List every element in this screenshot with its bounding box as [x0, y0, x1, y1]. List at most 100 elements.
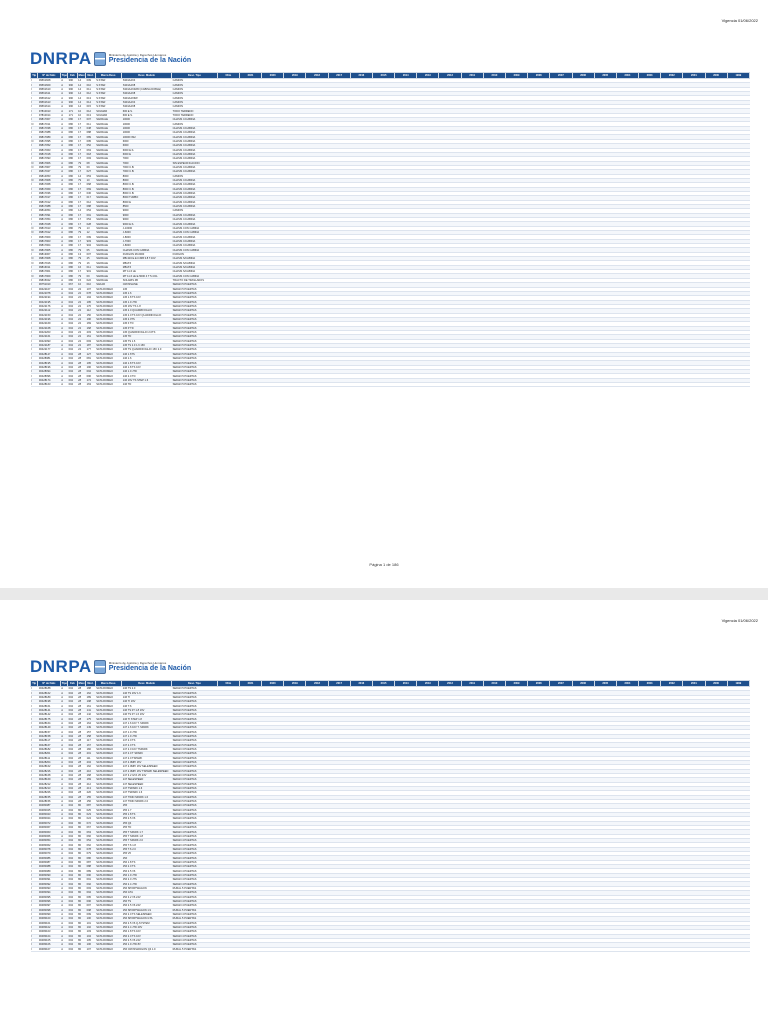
table-cell: SEDAN 5 PUERTAS	[171, 300, 218, 305]
table-cell: 155 TD	[121, 825, 172, 831]
table-cell: 28	[77, 742, 86, 748]
table-cell	[394, 695, 417, 701]
table-cell	[461, 873, 484, 879]
table-cell	[416, 782, 439, 787]
table-cell	[239, 343, 262, 349]
table-cell	[638, 895, 661, 900]
table-cell: 127	[85, 352, 96, 358]
table-cell: I	[30, 929, 38, 935]
table-cell	[239, 161, 262, 166]
table-cell	[483, 742, 506, 748]
table-cell	[594, 343, 617, 349]
table-cell: SEDAN 3 PUERTAS	[171, 747, 218, 753]
table-cell	[261, 182, 284, 188]
table-cell: 904	[85, 243, 96, 249]
table-cell: 80	[77, 881, 86, 887]
table-cell	[438, 78, 462, 84]
table-cell	[416, 934, 439, 939]
table-cell	[416, 234, 439, 240]
table-cell	[682, 838, 706, 844]
table-cell: A	[60, 365, 68, 371]
table-cell	[438, 239, 462, 245]
table-cell	[416, 82, 439, 88]
table-cell	[239, 716, 262, 722]
table-cell: SATA ROMEO	[95, 764, 122, 770]
table-cell	[239, 143, 262, 149]
table-cell	[350, 855, 373, 861]
table-cell: 28	[77, 786, 86, 792]
table-cell	[660, 130, 683, 136]
table-cell	[305, 938, 329, 944]
table-cell	[350, 78, 373, 84]
table-cell	[727, 838, 750, 844]
table-cell: 80	[77, 825, 86, 831]
table-row: I 07810014 A 171 10 013 SOLMAR 600 E.S. TODO TER…	[30, 113, 750, 119]
table-cell: I	[30, 712, 38, 718]
table-cell	[616, 873, 639, 879]
table-cell	[372, 721, 395, 727]
table-cell	[572, 347, 595, 353]
table-cell	[505, 187, 528, 192]
table-cell: 28	[77, 721, 86, 727]
table-cell	[572, 816, 595, 822]
table-cell	[461, 113, 484, 119]
table-cell: SATA ROMEO	[95, 790, 122, 796]
table-cell	[394, 886, 417, 892]
table-cell	[350, 200, 373, 206]
table-cell	[372, 230, 395, 236]
table-cell	[705, 317, 728, 323]
table-cell	[239, 360, 262, 366]
table-cell	[416, 256, 439, 262]
table-cell: I	[30, 78, 38, 84]
table-cell	[638, 91, 661, 97]
table-cell	[505, 708, 528, 714]
table-cell	[217, 208, 240, 214]
table-cell	[239, 148, 262, 153]
table-cell	[549, 829, 572, 835]
table-cell	[572, 221, 595, 227]
table-cell	[616, 795, 639, 800]
table-cell	[682, 95, 706, 101]
table-cell	[372, 925, 395, 931]
table-cell	[416, 291, 439, 297]
table-cell	[572, 95, 595, 101]
table-cell	[305, 100, 329, 106]
table-cell	[305, 260, 329, 266]
table-cell	[461, 721, 484, 727]
table-cell: SAFRALE	[95, 139, 122, 145]
table-cell	[616, 113, 639, 119]
table-cell: SATA ROMEO	[95, 795, 122, 800]
table-cell	[394, 221, 417, 227]
table-cell	[616, 916, 639, 922]
table-cell: 13	[85, 226, 96, 232]
table-row: I 09817069 A 080 17 069 SAFRALE 8000 C.B. CHASIS…	[30, 187, 750, 192]
table-cell	[660, 269, 683, 275]
table-cell	[328, 339, 351, 345]
table-cell: SEDAN 5 PUERTAS	[171, 782, 218, 787]
table-cell	[350, 152, 373, 158]
table-cell	[549, 104, 572, 110]
table-cell: J-10000	[121, 226, 172, 232]
table-cell	[616, 304, 639, 310]
table-cell	[328, 747, 351, 753]
table-cell	[727, 100, 750, 106]
table-cell	[372, 373, 395, 379]
table-row: I 00428169 A 004 28 169 SATA ROMEO 147 SELESPEE…	[30, 777, 750, 783]
table-cell	[239, 87, 262, 93]
table-cell	[705, 369, 728, 375]
table-cell: 00428168	[37, 773, 61, 779]
table-cell	[239, 117, 262, 123]
table-cell	[549, 78, 572, 84]
table-cell	[549, 282, 572, 288]
table-cell	[616, 82, 639, 88]
table-cell: 00428167	[37, 742, 61, 748]
table-cell	[416, 169, 439, 175]
table-cell	[527, 295, 550, 301]
table-cell	[394, 795, 417, 800]
table-cell	[638, 764, 661, 770]
table-cell: 09561614	[37, 104, 61, 110]
table-cell	[438, 821, 462, 827]
table-cell	[328, 742, 351, 748]
table-cell	[616, 712, 639, 718]
table-cell	[616, 751, 639, 757]
